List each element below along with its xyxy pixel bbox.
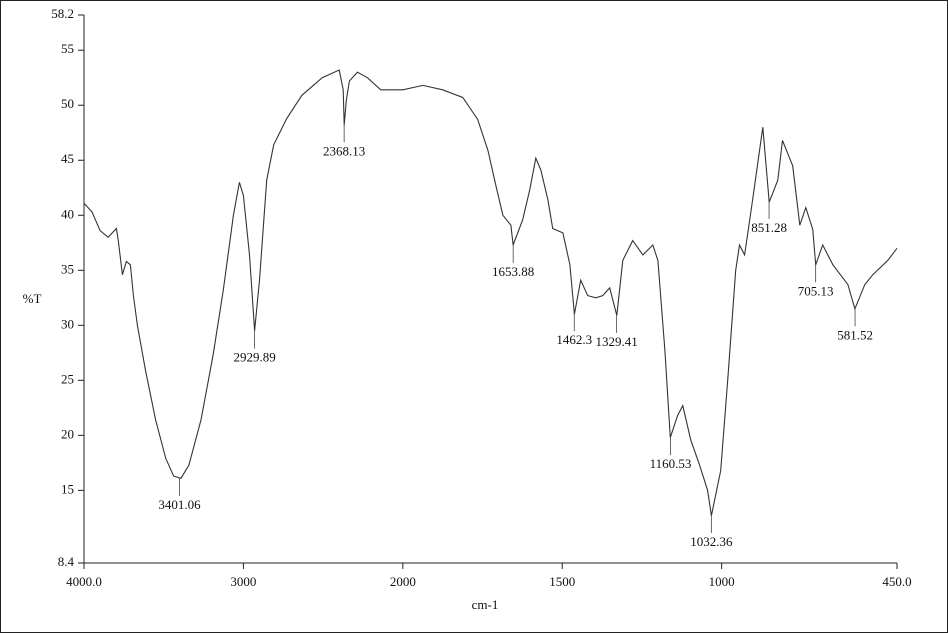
spectrum-line — [83, 69, 898, 516]
y-tick-label: 30 — [61, 316, 74, 331]
y-tick-label: 45 — [61, 151, 74, 166]
peak-label: 1462.3 — [556, 332, 592, 347]
y-tick-label: 58.2 — [51, 6, 74, 21]
peak-label: 581.52 — [837, 327, 873, 342]
y-tick-label: 50 — [61, 96, 74, 111]
peak-label: 705.13 — [798, 283, 834, 298]
x-tick-label: 1500 — [549, 574, 575, 589]
peak-label: 851.28 — [751, 220, 787, 235]
peak-label: 3401.06 — [158, 497, 201, 512]
y-tick-label: 15 — [61, 481, 74, 496]
x-tick-label: 2000 — [390, 574, 416, 589]
peak-label: 1032.36 — [690, 534, 733, 549]
x-tick-label: 3000 — [230, 574, 256, 589]
y-tick-label: 40 — [61, 206, 74, 221]
peak-label: 1160.53 — [650, 456, 692, 471]
x-tick-label: 1000 — [709, 574, 735, 589]
x-axis-label: cm-1 — [472, 597, 499, 612]
y-tick-label: 35 — [61, 261, 74, 276]
y-tick-label: 55 — [61, 41, 74, 56]
x-tick-label: 450.0 — [882, 574, 911, 589]
y-tick-label: 8.4 — [58, 554, 75, 569]
y-tick-label: 20 — [61, 426, 74, 441]
peak-label: 2929.89 — [233, 350, 275, 365]
peak-label: 1329.41 — [595, 334, 637, 349]
x-tick-label: 4000.0 — [66, 574, 102, 589]
y-axis-label: %T — [23, 291, 42, 306]
peak-label: 1653.88 — [492, 264, 534, 279]
y-tick-label: 25 — [61, 371, 74, 386]
peak-label: 2368.13 — [323, 143, 365, 158]
